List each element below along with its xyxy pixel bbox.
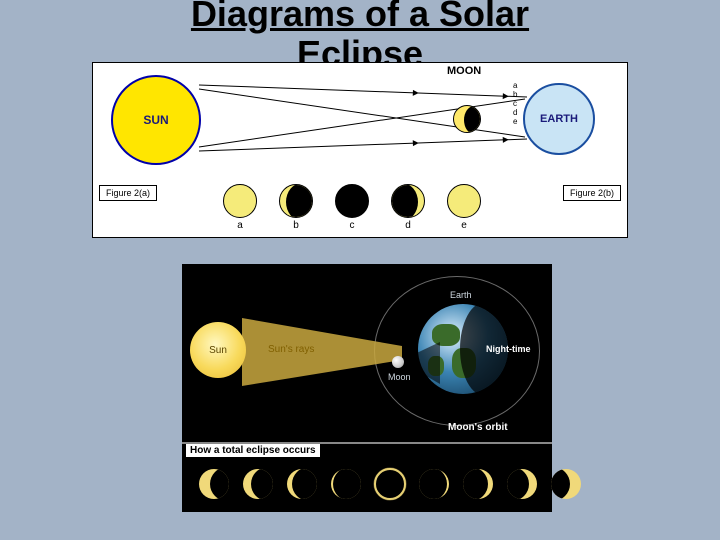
sequence-phase — [240, 466, 276, 502]
eclipse-3d-view: Sun Sun's rays Earth Night-time Moon Moo… — [182, 264, 552, 442]
total-eclipse-sequence: How a total eclipse occurs — [182, 442, 552, 512]
figure-2a-caption: Figure 2(a) — [99, 185, 157, 201]
phase-item: c — [335, 184, 369, 231]
sequence-phase — [196, 466, 232, 502]
sequence-phase — [328, 466, 364, 502]
moon-orbit-label: Moon's orbit — [448, 422, 508, 433]
title-line1: Diagrams of a Solar — [191, 0, 529, 34]
phase-item: a — [223, 184, 257, 231]
sequence-phase — [504, 466, 540, 502]
sun-rays-label: Sun's rays — [268, 344, 314, 355]
sequence-phase — [372, 466, 408, 502]
phase-label: c — [350, 220, 355, 231]
phase-label: b — [293, 220, 299, 231]
sequence-title: How a total eclipse occurs — [186, 444, 320, 457]
phase-label: a — [237, 220, 243, 231]
phase-item: b — [279, 184, 313, 231]
phase-label: d — [405, 220, 411, 231]
eclipse-render-panel: Sun Sun's rays Earth Night-time Moon Moo… — [182, 264, 552, 512]
figure-2b-caption: Figure 2(b) — [563, 185, 621, 201]
moon-body-fig2 — [453, 105, 481, 133]
eclipse-phases-row-fig2b: a b c d e — [223, 184, 481, 231]
sequence-phase — [416, 466, 452, 502]
moon-body-render — [392, 356, 404, 368]
earth-label: EARTH — [540, 113, 578, 125]
sequence-phase — [548, 466, 584, 502]
figure-2-panel: SUN MOON abcde EARTH Figure 2(a) Figure … — [92, 62, 628, 238]
phase-item: d — [391, 184, 425, 231]
phase-label: e — [461, 220, 467, 231]
night-time-label: Night-time — [486, 344, 531, 354]
eclipse-phase-sequence — [196, 466, 584, 502]
sequence-phase — [460, 466, 496, 502]
phase-item: e — [447, 184, 481, 231]
earth-point-labels: abcde — [513, 81, 517, 126]
sun-body-render: Sun — [190, 322, 246, 378]
sequence-phase — [284, 466, 320, 502]
earth-body-fig2: EARTH — [523, 83, 595, 155]
sun-label-render: Sun — [209, 345, 227, 356]
earth-label-render: Earth — [450, 290, 472, 300]
moon-label-render: Moon — [388, 372, 411, 382]
